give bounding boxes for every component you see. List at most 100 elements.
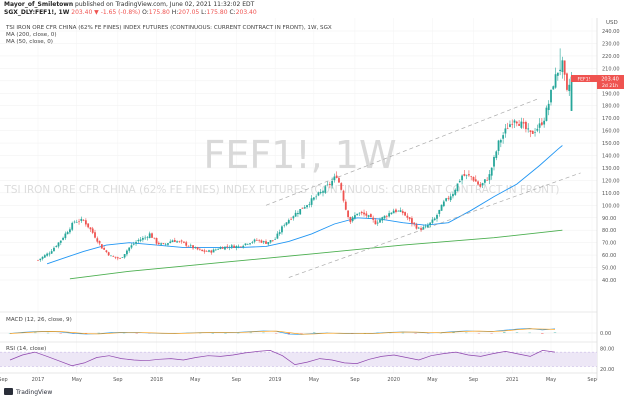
close-key: C: (229, 9, 236, 16)
candle-body (135, 242, 137, 244)
candle-body (488, 174, 491, 181)
candle-body (540, 122, 543, 125)
candle-body (155, 238, 158, 244)
candle-body (84, 220, 87, 225)
candle-body (240, 246, 242, 248)
candle-body (360, 211, 363, 214)
price-tick-label: 90.00 (602, 216, 616, 222)
candle-body (187, 245, 190, 247)
candle-body (365, 213, 368, 216)
candle-body (167, 243, 169, 245)
candle-body (570, 76, 573, 111)
watermark-symbol: FEF1!, 1W (203, 133, 396, 177)
candle-body (205, 251, 208, 252)
macd-zero-tick: 0.00 (600, 331, 611, 337)
macd-label[interactable]: MACD (12, 26, close, 9) (6, 317, 72, 323)
candle-body (518, 124, 520, 126)
rsi-line (9, 350, 556, 367)
ma50-line (46, 145, 563, 265)
candle-body (556, 72, 559, 76)
candle-body (41, 256, 44, 259)
time-tick-label: Sep (587, 377, 596, 383)
candle-body (139, 239, 142, 241)
candle-body (358, 212, 361, 214)
tradingview-logo[interactable]: TradingView (4, 388, 52, 396)
candle-body (87, 223, 90, 228)
price-tick-label: 230.00 (602, 41, 620, 47)
channel-lower-line (288, 172, 581, 278)
candle-body (436, 214, 438, 219)
price-tick-label: 70.00 (602, 241, 616, 247)
rsi-tick-80: 80.00 (600, 347, 614, 353)
legend-ma200[interactable]: MA (200, close, 0) (6, 32, 57, 38)
candle-body (39, 258, 42, 261)
candle-body (96, 238, 99, 242)
candle-body (210, 250, 213, 253)
last-price-value: 203.40 (601, 77, 619, 83)
overlay-lines (46, 97, 581, 280)
candle-body (424, 226, 427, 228)
publisher-username[interactable]: Mayor_of_Smiletown (4, 1, 74, 8)
candle-body (126, 250, 128, 255)
candle-body (538, 123, 541, 128)
candle-body (107, 252, 110, 256)
candle-body (379, 219, 381, 223)
candle-body (267, 242, 270, 245)
candle-body (547, 103, 550, 111)
high-key: H: (171, 9, 179, 16)
price-tick-label: 120.00 (602, 178, 620, 184)
candle-body (164, 243, 167, 245)
candle-body (292, 216, 295, 219)
macd-pane (0, 328, 597, 335)
open-key: O: (142, 9, 149, 16)
candle-body (130, 245, 133, 248)
time-tick-label: 2020 (387, 377, 400, 383)
candle-body (98, 240, 101, 244)
candle-body (312, 197, 315, 200)
candle-body (303, 207, 306, 209)
candle-body (506, 128, 509, 130)
candle-body (310, 198, 313, 205)
candle-body (306, 205, 308, 208)
candle-body (260, 240, 263, 243)
price-tick-label: 220.00 (602, 54, 620, 60)
candle-body (399, 210, 402, 212)
candle-body (219, 247, 222, 250)
candle-body (401, 211, 404, 214)
tradingview-brand: TradingView (15, 389, 52, 396)
candle-body (397, 210, 400, 212)
candle-body (470, 176, 473, 177)
candle-body (287, 220, 290, 224)
candle-body (144, 237, 147, 239)
price-tick-label: 110.00 (602, 191, 620, 197)
price-tick-label: 100.00 (602, 203, 620, 209)
ma200-line (69, 229, 563, 280)
candle-body (226, 246, 229, 247)
candle-body (48, 253, 51, 255)
close-value: 203.40 (235, 9, 257, 16)
time-axis[interactable]: Sep 2017 May Sep 2018 May Sep 2019 May Sep 2020 May… (0, 377, 597, 383)
time-tick-label: 2017 (32, 377, 45, 383)
candle-body (385, 216, 388, 217)
rsi-label[interactable]: RSI (14, close) (6, 346, 46, 352)
candle-body (290, 218, 292, 220)
candle-body (340, 183, 343, 190)
candle-body (212, 249, 215, 253)
legend-ma50[interactable]: MA (50, close, 0) (6, 39, 53, 45)
low-key: L: (201, 9, 207, 16)
price-axis[interactable]: 40.00 50.00 60.00 70.00 80.00 90.00 100.00 110.… (602, 29, 620, 284)
candle-body (214, 249, 217, 251)
candle-body (490, 167, 493, 176)
candle-body (463, 174, 466, 176)
price-tick-label: 60.00 (602, 253, 616, 259)
candle-body (481, 183, 484, 186)
candle-body (224, 246, 226, 250)
candle-body (297, 213, 299, 215)
candle-body (322, 191, 324, 193)
candle-body (440, 204, 443, 211)
time-tick-label: 2019 (269, 377, 282, 383)
candle-body (262, 241, 265, 243)
candle-body (281, 226, 283, 233)
candle-body (317, 192, 320, 196)
